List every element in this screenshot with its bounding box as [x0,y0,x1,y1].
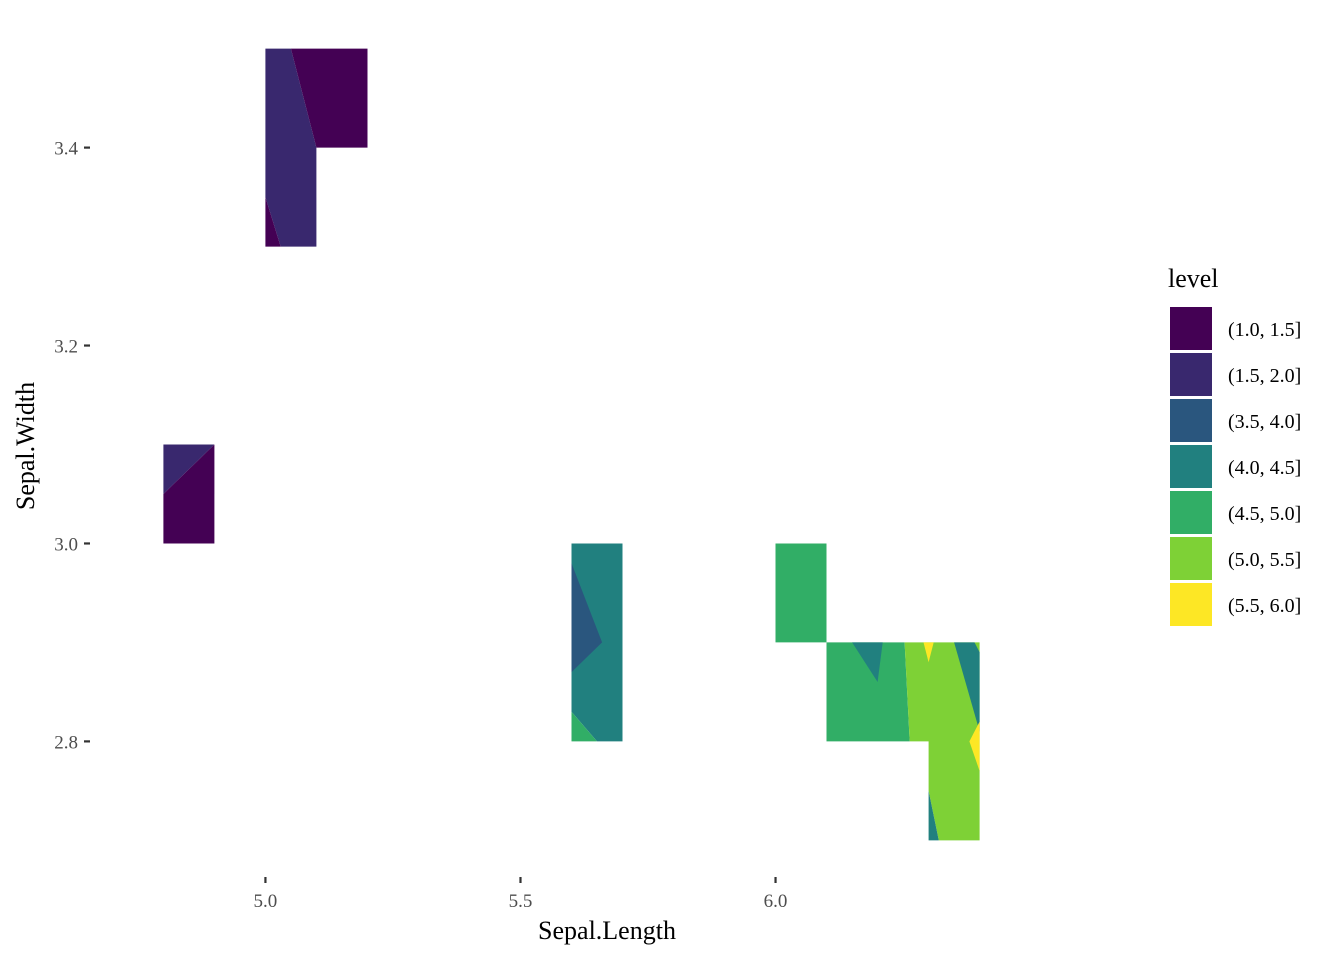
x-axis: 5.0 5.5 6.0 [254,877,788,912]
y-tick-label: 3.2 [54,337,78,358]
contour-region [923,642,934,663]
x-tick-label: 5.0 [254,891,278,912]
y-axis-title: Sepal.Width [11,382,40,510]
legend-label: (5.5, 6.0] [1228,595,1301,617]
legend-title: level [1168,264,1219,293]
legend-label: (1.0, 1.5] [1228,319,1301,341]
contour-region [904,642,980,841]
legend-key [1170,445,1212,488]
legend-label: (4.5, 5.0] [1228,503,1301,525]
x-axis-title: Sepal.Length [538,916,676,945]
contour-region [826,642,910,742]
contour-region [969,721,980,772]
contour-region [265,48,317,247]
contour-region [163,444,215,544]
contour-region [571,563,603,673]
legend: level (1.0, 1.5] (1.5, 2.0] (3.5, 4.0] (4.0… [1168,264,1301,626]
legend-label: (3.5, 4.0] [1228,411,1301,433]
contour-regions [163,48,980,841]
x-tick-label: 6.0 [764,891,788,912]
legend-key [1170,353,1212,396]
contour-region [928,790,939,841]
y-tick-label: 2.8 [54,732,78,753]
contour-region [265,197,281,247]
contour-region [954,642,980,732]
legend-key [1170,537,1212,580]
contour-region [571,711,597,742]
legend-label: (1.5, 2.0] [1228,365,1301,387]
y-tick-label: 3.0 [54,534,78,555]
legend-label: (4.0, 4.5] [1228,457,1301,479]
contour-region [775,543,827,643]
y-axis: 2.8 3.0 3.2 3.4 [54,139,90,753]
legend-key [1170,399,1212,442]
contour-region [290,48,368,148]
legend-label: (5.0, 5.5] [1228,549,1301,571]
contour-region [852,642,883,682]
x-tick-label: 5.5 [509,891,533,912]
legend-key [1170,583,1212,626]
legend-key [1170,307,1212,350]
y-tick-label: 3.4 [54,139,78,160]
legend-key [1170,491,1212,534]
